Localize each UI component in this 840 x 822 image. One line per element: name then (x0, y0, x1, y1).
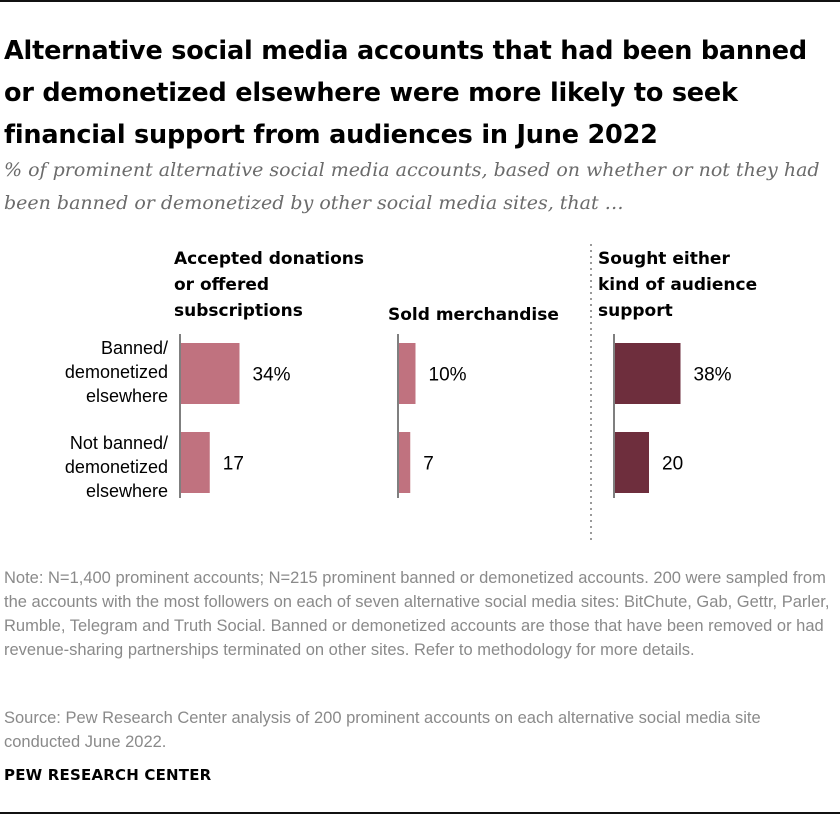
data-label-s2-r0: 38% (694, 365, 732, 386)
data-label-s1-r1: 7 (423, 454, 434, 475)
series-title-donations: Accepted donations or offered subscripti… (174, 249, 365, 321)
chart-source: Source: Pew Research Center analysis of … (4, 709, 761, 751)
data-label-s0-r0: 34% (253, 365, 291, 386)
series-title-either: Sought either kind of audience support (598, 249, 758, 321)
chart-title: Alternative social media accounts that h… (4, 36, 807, 150)
bar-s1-r0 (398, 343, 416, 404)
bar-s2-r1 (614, 432, 649, 493)
pew-logo-text: PEW RESEARCH CENTER (4, 766, 212, 784)
data-label-s0-r1: 17 (223, 454, 244, 475)
chart-note: Note: N=1,400 prominent accounts; N=215 … (4, 569, 830, 659)
row-label-banned: Banned/ demonetized elsewhere (64, 338, 168, 406)
bar-s1-r1 (398, 432, 411, 493)
data-label-s1-r0: 10% (429, 365, 467, 386)
top-rule (0, 0, 840, 2)
bar-s2-r0 (614, 343, 681, 404)
series-title-merchandise: Sold merchandise (388, 305, 559, 325)
row-label-not-banned: Not banned/ demonetized elsewhere (64, 433, 168, 501)
chart-subtitle: % of prominent alternative social media … (4, 159, 820, 214)
bottom-rule (0, 812, 840, 814)
bar-s0-r0 (180, 343, 240, 404)
bar-s0-r1 (180, 432, 210, 493)
data-label-s2-r1: 20 (662, 454, 683, 475)
